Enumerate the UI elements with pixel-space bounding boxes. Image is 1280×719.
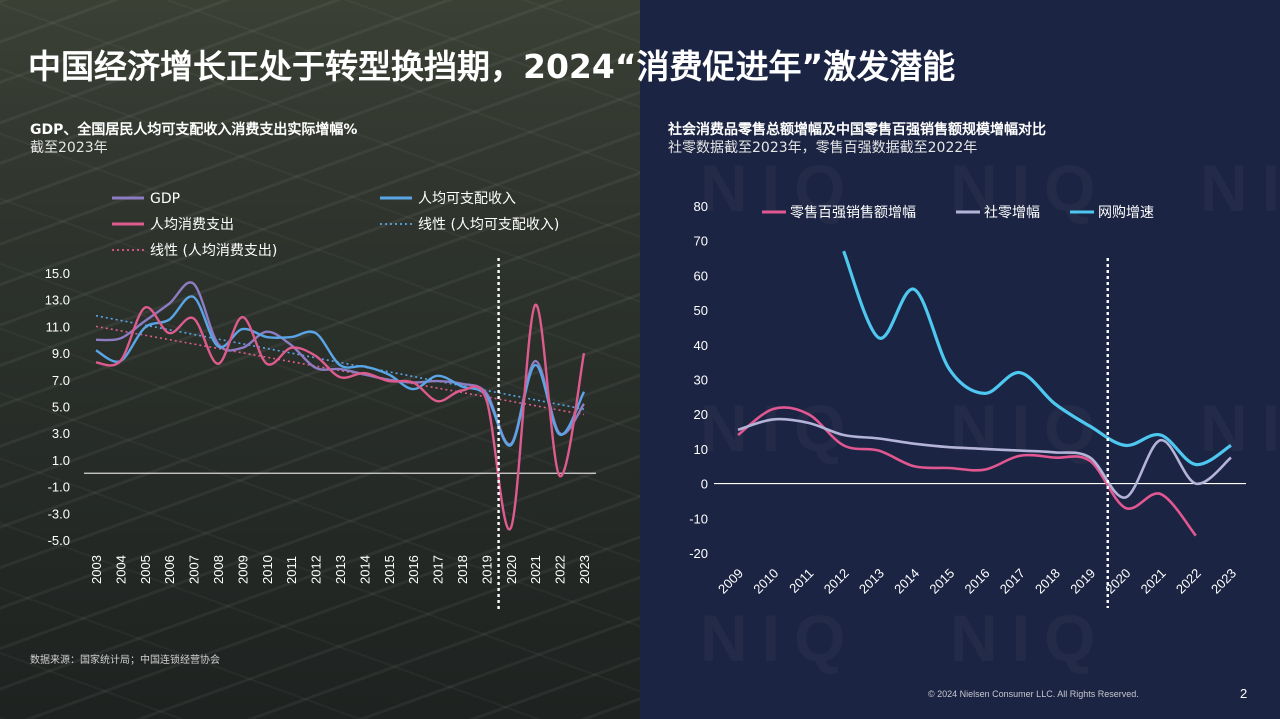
right-chart-subtitle: 社零数据截至2023年，零售百强数据截至2022年 — [668, 140, 978, 156]
legend-label: 线性 (人均可支配收入) — [418, 217, 559, 233]
x-tick-label: 2013 — [856, 566, 887, 597]
x-tick-label: 2007 — [187, 555, 202, 584]
x-tick-label: 2013 — [333, 555, 348, 584]
x-tick-label: 2016 — [962, 566, 993, 597]
legend-label: 人均可支配收入 — [418, 191, 516, 207]
legend-label: 人均消费支出 — [150, 217, 234, 233]
series-line-top100 — [737, 406, 1197, 537]
x-tick-label: 2014 — [357, 555, 372, 584]
y-tick-label: 50 — [694, 303, 708, 318]
x-tick-label: 2020 — [504, 555, 519, 584]
y-tick-label: -1.0 — [48, 480, 70, 495]
legend-label: 社零增幅 — [984, 205, 1040, 221]
series-line-retail — [737, 417, 1232, 499]
x-tick-label: 2022 — [553, 555, 568, 584]
y-tick-label: 40 — [694, 338, 708, 353]
x-tick-label: 2018 — [1032, 566, 1063, 597]
x-tick-label: 2023 — [1208, 566, 1239, 597]
right-chart-title: 社会消费品零售总额增幅及中国零售百强销售额规模增幅对比 — [668, 122, 1046, 138]
y-tick-label: 20 — [694, 407, 708, 422]
y-tick-label: 30 — [694, 373, 708, 388]
left-chart-subtitle: 截至2023年 — [30, 140, 108, 156]
x-tick-label: 2019 — [479, 555, 494, 584]
y-tick-label: 11.0 — [46, 319, 70, 334]
legend-label: 线性 (人均消费支出) — [150, 243, 277, 259]
page-number: 2 — [1240, 686, 1248, 701]
page-title: 中国经济增长正处于转型换挡期，2024“消费促进年”激发潜能 — [28, 47, 956, 86]
x-tick-label: 2004 — [113, 555, 128, 584]
right-navy-background — [640, 0, 1280, 719]
legend-label: 零售百强销售额增幅 — [790, 205, 916, 221]
y-tick-label: 60 — [694, 268, 708, 283]
y-tick-label: 9.0 — [52, 346, 70, 361]
x-tick-label: 2011 — [284, 556, 299, 584]
x-tick-label: 2003 — [89, 555, 104, 584]
y-tick-label: 7.0 — [52, 373, 70, 388]
data-source-note: 数据来源：国家统计局；中国连锁经营协会 — [30, 655, 220, 666]
y-tick-label: 5.0 — [52, 400, 70, 415]
x-tick-label: 2021 — [1138, 566, 1169, 597]
x-tick-label: 2015 — [382, 555, 397, 584]
x-tick-label: 2014 — [891, 566, 922, 597]
x-tick-label: 2023 — [577, 555, 592, 584]
y-tick-label: -3.0 — [48, 506, 70, 521]
x-tick-label: 2005 — [138, 555, 153, 584]
y-tick-label: 1.0 — [52, 453, 70, 468]
x-tick-label: 2012 — [309, 555, 324, 584]
y-tick-label: -5.0 — [48, 533, 70, 548]
copyright-notice: © 2024 Nielsen Consumer LLC. All Rights … — [928, 689, 1139, 699]
x-tick-label: 2019 — [1067, 566, 1098, 597]
legend-label: 网购增速 — [1098, 205, 1154, 221]
y-tick-label: -20 — [689, 546, 708, 561]
x-tick-label: 2009 — [715, 566, 746, 597]
y-tick-label: 13.0 — [45, 293, 70, 308]
series-line-consumption — [95, 303, 586, 531]
left-chart-title: GDP、全国居民人均可支配收入消费支出实际增幅% — [30, 122, 358, 138]
legend-label: GDP — [150, 191, 180, 207]
series-line-online — [842, 250, 1232, 467]
x-tick-label: 2018 — [455, 555, 470, 584]
y-tick-label: 0 — [701, 477, 708, 492]
x-tick-label: 2011 — [786, 566, 816, 596]
y-tick-label: 70 — [694, 234, 708, 249]
y-tick-label: 80 — [694, 199, 708, 214]
x-tick-label: 2009 — [235, 555, 250, 584]
x-tick-label: 2015 — [926, 566, 957, 597]
x-tick-label: 2017 — [997, 566, 1028, 597]
x-tick-label: 2012 — [821, 566, 852, 597]
y-tick-label: 10 — [694, 442, 708, 457]
left-line-chart: 15.0 13.0 11.0 9.0 7.0 5.0 3.0 1.0 -1.0 -3.0 -5.0 2… — [45, 191, 596, 610]
x-tick-label: 2008 — [211, 555, 226, 584]
y-tick-label: 3.0 — [52, 426, 70, 441]
x-tick-label: 2022 — [1173, 566, 1204, 597]
x-tick-label: 2016 — [406, 555, 421, 584]
series-line-income — [95, 295, 586, 447]
x-tick-label: 2010 — [260, 555, 275, 584]
x-tick-label: 2010 — [750, 566, 781, 597]
y-tick-label: 15.0 — [45, 266, 70, 281]
y-tick-label: -10 — [689, 511, 708, 526]
x-tick-label: 2017 — [431, 555, 446, 584]
x-tick-label: 2021 — [528, 555, 543, 584]
x-tick-label: 2006 — [162, 555, 177, 584]
